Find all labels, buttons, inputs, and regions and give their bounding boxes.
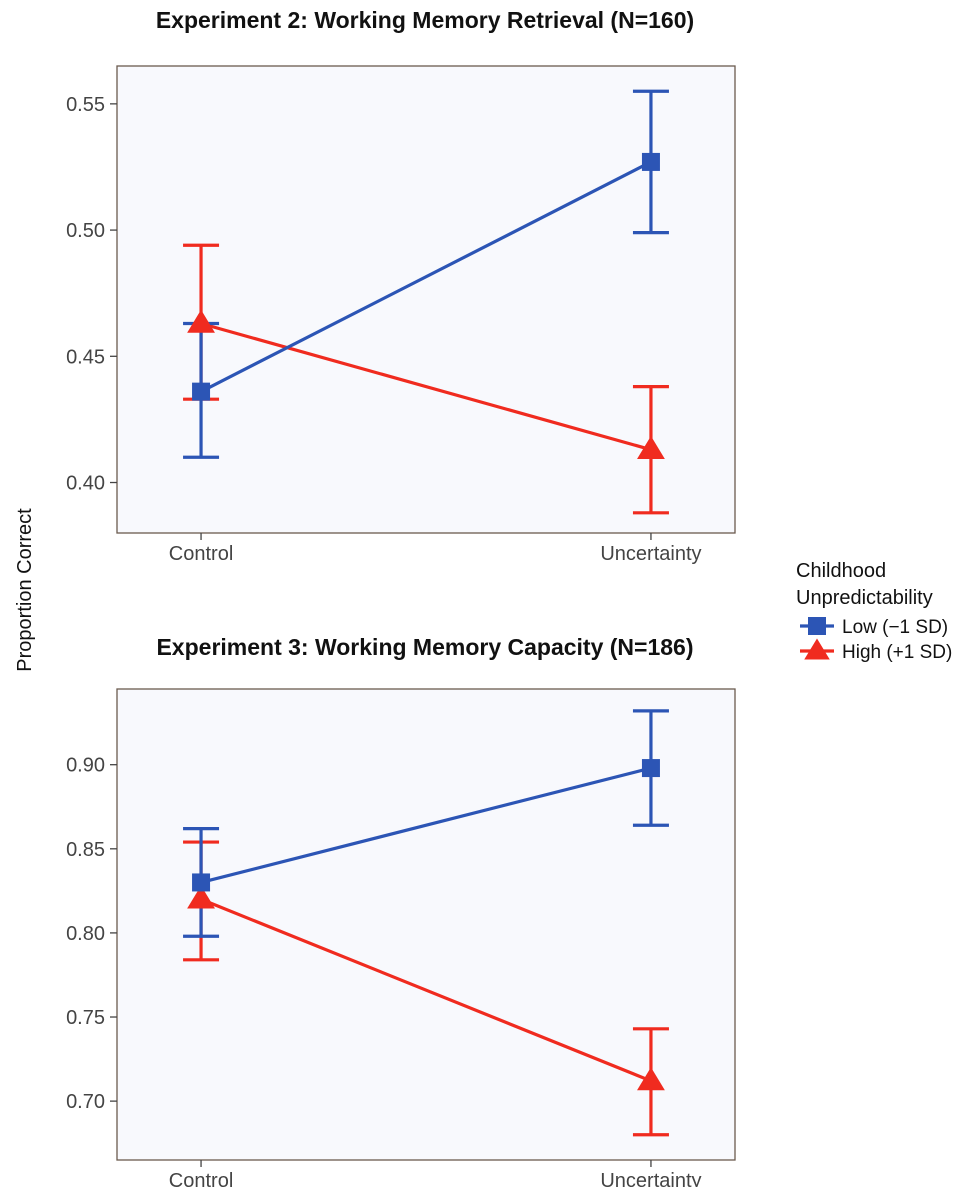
- series-line: [200, 321, 652, 452]
- plot-area: [116, 65, 736, 534]
- legend-label: Low (−1 SD): [842, 617, 948, 638]
- y-axis-label: Proportion Correct: [14, 508, 36, 672]
- y-tick-label: 0.90: [66, 755, 105, 777]
- panel-title: Experiment 2: Working Memory Retrieval (…: [156, 7, 694, 33]
- data-point: [187, 885, 215, 909]
- legend-entry: High (+1 SD): [800, 638, 952, 663]
- data-point: [637, 436, 665, 459]
- panel-experiment-2: Experiment 2: Working Memory Retrieval (…: [66, 7, 736, 565]
- y-tick-label: 0.45: [66, 346, 105, 368]
- data-point: [187, 309, 215, 333]
- data-point: [641, 152, 660, 171]
- legend: Childhood Unpredictability Low (−1 SD) Hi…: [796, 560, 952, 663]
- data-point: [192, 873, 211, 892]
- legend-title-line-2: Unpredictability: [796, 587, 933, 609]
- legend-entry: Low (−1 SD): [800, 617, 948, 638]
- data-point: [637, 1067, 665, 1091]
- legend-title-line-1: Childhood: [796, 560, 886, 582]
- y-tick-label: 0.85: [66, 839, 105, 861]
- legend-marker: [804, 638, 830, 660]
- data-point: [641, 759, 660, 778]
- y-tick-label: 0.40: [66, 473, 105, 495]
- x-tick-label: Control: [169, 543, 233, 565]
- legend-marker: [808, 617, 826, 635]
- panel-title: Experiment 3: Working Memory Capacity (N…: [156, 634, 693, 660]
- y-tick-label: 0.55: [66, 94, 105, 116]
- y-tick-label: 0.50: [66, 220, 105, 242]
- legend-label: High (+1 SD): [842, 642, 952, 663]
- y-tick-label: 0.70: [66, 1091, 105, 1113]
- data-point: [192, 382, 211, 401]
- plot-area: [116, 688, 736, 1161]
- panel-experiment-3: Experiment 3: Working Memory Capacity (N…: [66, 634, 736, 1187]
- y-tick-label: 0.75: [66, 1007, 105, 1029]
- x-tick-label: Uncertainty: [600, 543, 701, 565]
- x-tick-label: Control: [169, 1170, 233, 1187]
- x-tick-label: Uncertainty: [600, 1170, 701, 1187]
- series-line: [200, 897, 652, 1083]
- series-line: [200, 766, 652, 884]
- y-tick-label: 0.80: [66, 923, 105, 945]
- series-line: [200, 160, 652, 394]
